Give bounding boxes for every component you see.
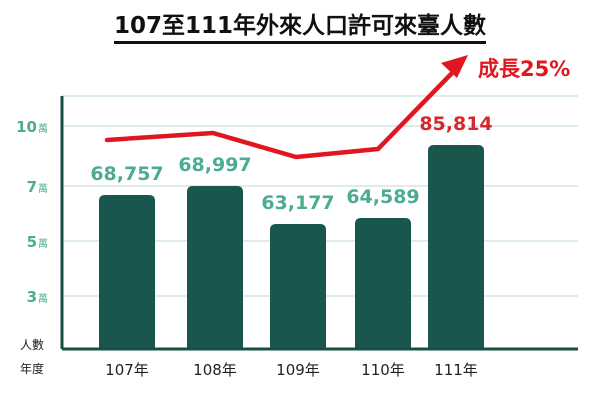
trend-line [104,67,458,160]
bar-110年 [355,218,411,349]
value-label-4: 85,814 [419,113,492,135]
x-tick-label-1: 108年 [193,361,237,379]
y-tick-unit: 萬 [38,237,48,250]
x-tick-label-3: 110年 [361,361,405,379]
y-tick-label-1: 7萬 [27,178,48,196]
bar-109年 [270,224,326,349]
x-tick-label-2: 109年 [276,361,320,379]
chart-title-text: 107至111年外來人口許可來臺人數 [113,13,487,44]
y-tick-number: 3 [27,288,37,306]
bar-111年 [428,145,484,349]
y-tick-number: 5 [27,233,37,251]
growth-annotation: 成長25% [478,57,570,81]
y-tick-unit: 萬 [38,292,48,305]
y-tick-unit: 萬 [38,182,48,195]
y-tick-number: 7 [27,178,37,196]
y-tick-label-0: 10萬 [16,118,48,136]
y-tick-unit: 萬 [38,122,48,135]
y-tick-number: 10 [16,118,37,136]
y-tick-label-2: 5萬 [27,233,48,251]
bar-108年 [187,186,243,349]
value-label-1: 68,997 [178,154,251,176]
x-axis-title: 年度 [20,361,44,376]
y-tick-label-3: 3萬 [27,288,48,306]
value-label-0: 68,757 [90,163,163,185]
y-axis-title: 人數 [20,338,44,352]
x-tick-label-0: 107年 [105,361,149,379]
trend-arrowhead [441,55,468,78]
chart-title: 107至111年外來人口許可來臺人數 [0,6,600,44]
x-tick-label-4: 111年 [434,361,478,379]
value-label-3: 64,589 [346,186,419,208]
bar-107年 [99,195,155,349]
value-label-2: 63,177 [261,192,334,214]
